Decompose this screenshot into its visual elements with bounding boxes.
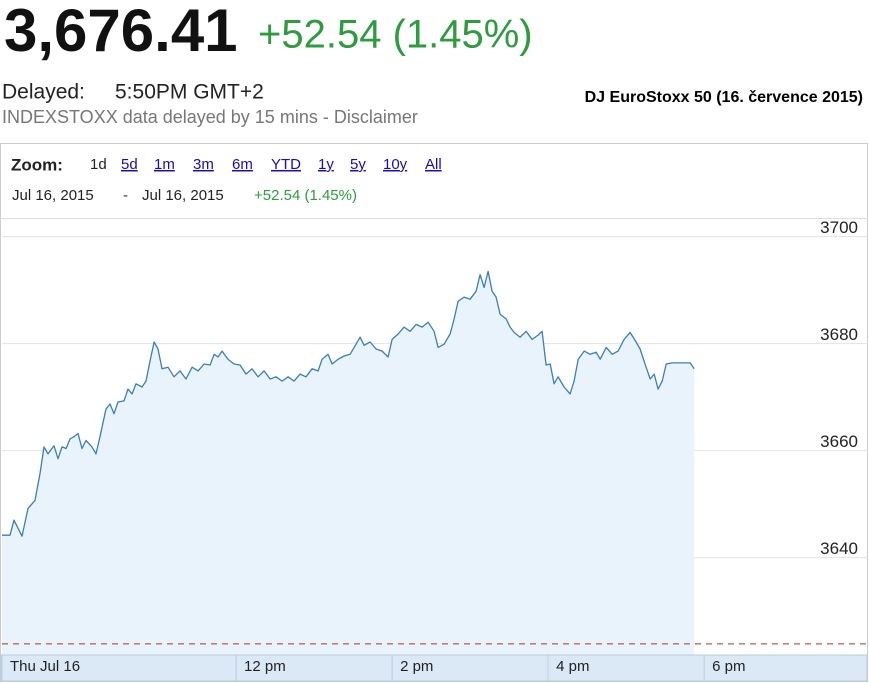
area-fill <box>2 271 695 655</box>
delayed-label: Delayed: <box>2 81 85 104</box>
zoom-option[interactable]: 1y <box>318 156 334 173</box>
annotation: DJ EuroStoxx 50 (16. července 2015) <box>585 89 863 106</box>
y-tick-label: 3680 <box>820 325 858 344</box>
zoom-option[interactable]: 3m <box>193 156 214 173</box>
x-tick-label: 2 pm <box>400 658 433 675</box>
zoom-option[interactable]: 6m <box>232 156 253 173</box>
x-axis-bar <box>0 654 868 682</box>
price-change: +52.54 (1.45%) <box>258 13 533 57</box>
price-line <box>2 270 695 537</box>
x-tick-label: 6 pm <box>712 658 745 675</box>
x-tick-label: 4 pm <box>556 658 589 675</box>
y-tick-label: 3660 <box>820 432 858 451</box>
range-separator: - <box>123 187 128 204</box>
price: 3,676.41 <box>4 0 238 64</box>
x-tick-label: Thu Jul 16 <box>10 658 80 675</box>
range-end: Jul 16, 2015 <box>142 187 224 204</box>
zoom-option[interactable]: 5d <box>121 156 138 173</box>
range-start: Jul 16, 2015 <box>12 187 94 204</box>
delayed-time: 5:50PM GMT+2 <box>115 81 264 104</box>
y-tick-label: 3640 <box>820 539 858 558</box>
zoom-option[interactable]: All <box>425 156 442 173</box>
x-tick-label: 12 pm <box>244 658 286 675</box>
zoom-option[interactable]: 1m <box>154 156 175 173</box>
zoom-option[interactable]: YTD <box>271 156 301 173</box>
range-change: +52.54 (1.45%) <box>254 187 357 204</box>
zoom-label: Zoom: <box>11 155 63 174</box>
zoom-option[interactable]: 5y <box>350 156 366 173</box>
disclaimer: INDEXSTOXX data delayed by 15 mins - Dis… <box>2 107 418 127</box>
zoom-option[interactable]: 10y <box>383 156 408 173</box>
y-tick-label: 3700 <box>820 218 858 237</box>
zoom-option[interactable]: 1d <box>90 156 107 173</box>
